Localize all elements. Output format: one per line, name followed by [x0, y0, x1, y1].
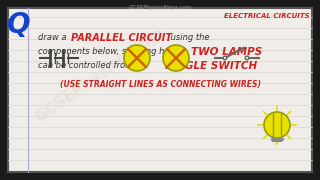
FancyBboxPatch shape — [8, 8, 312, 172]
Text: GCSEPhysicsNinja.com: GCSEPhysicsNinja.com — [128, 4, 192, 10]
Text: ELECTRICAL CIRCUITS: ELECTRICAL CIRCUITS — [224, 13, 310, 19]
Circle shape — [163, 45, 189, 71]
Text: TWO LAMPS: TWO LAMPS — [191, 47, 262, 57]
Text: SINGLE SWITCH: SINGLE SWITCH — [165, 61, 257, 71]
Circle shape — [124, 45, 150, 71]
Text: (USE STRAIGHT LINES AS CONNECTING WIRES): (USE STRAIGHT LINES AS CONNECTING WIRES) — [60, 80, 260, 89]
Text: components below, showing how: components below, showing how — [38, 48, 179, 57]
Text: can be controlled from a: can be controlled from a — [38, 62, 144, 71]
Text: draw a: draw a — [38, 33, 69, 42]
Text: PARALLEL CIRCUIT: PARALLEL CIRCUIT — [71, 33, 172, 43]
Circle shape — [245, 56, 249, 60]
Text: Q: Q — [7, 11, 31, 39]
Text: GCSEPhysicsNinja: GCSEPhysicsNinja — [33, 25, 167, 125]
Circle shape — [223, 56, 227, 60]
Text: using the: using the — [168, 33, 210, 42]
Circle shape — [264, 112, 290, 138]
